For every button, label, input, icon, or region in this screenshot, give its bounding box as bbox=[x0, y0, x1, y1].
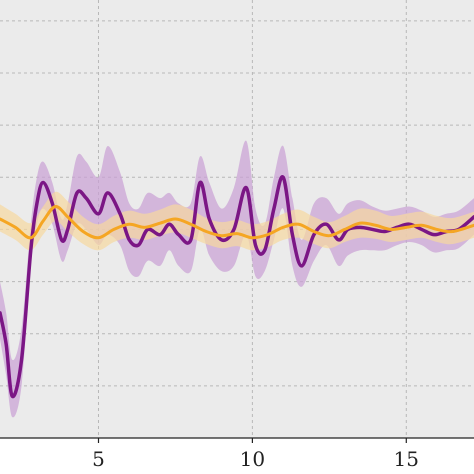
x-tick-label: 10 bbox=[240, 447, 265, 471]
series-lines bbox=[0, 175, 474, 399]
x-axis-ticks: 5 10 15 bbox=[92, 438, 419, 471]
x-tick-label: 5 bbox=[92, 447, 105, 471]
series-2-line bbox=[0, 204, 474, 240]
x-tick-label: 15 bbox=[394, 447, 419, 471]
series-1-line bbox=[0, 175, 474, 399]
